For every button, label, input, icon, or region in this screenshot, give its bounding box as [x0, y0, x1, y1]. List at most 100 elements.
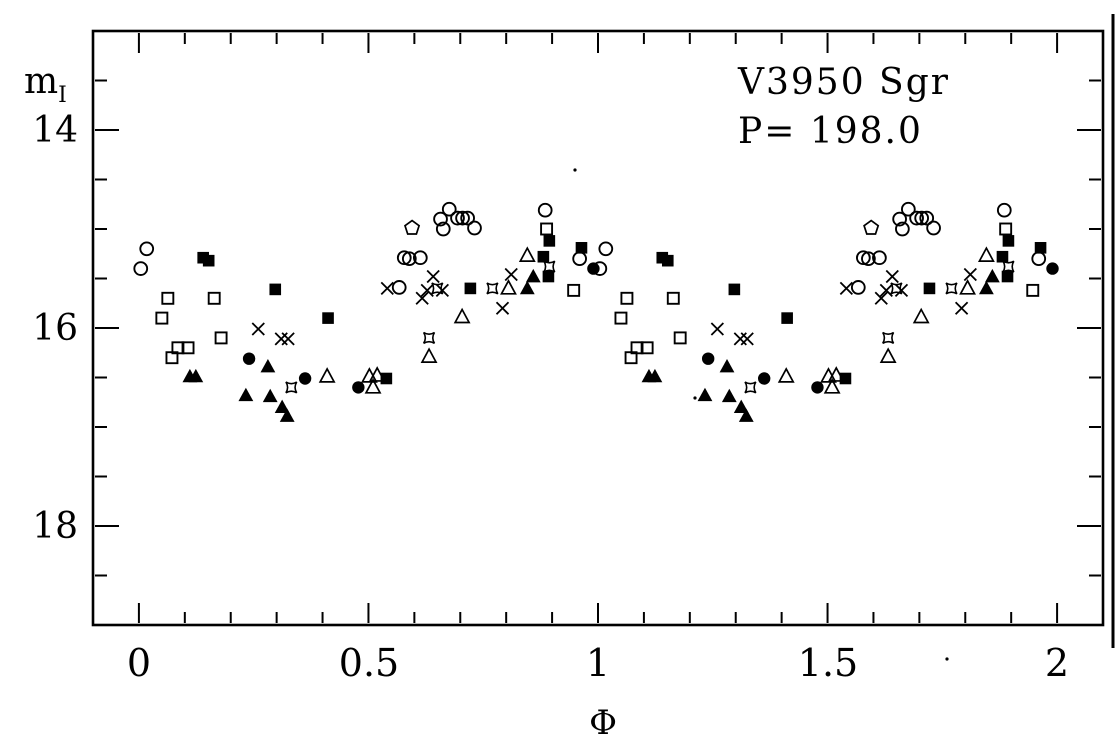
marker-open-triangle — [823, 378, 841, 394]
scan-specks — [573, 168, 949, 661]
marker-cross — [710, 322, 725, 336]
marker-filled-triangle — [519, 280, 535, 295]
marker-open-star — [890, 282, 903, 295]
marker-filled-square — [1034, 242, 1047, 254]
marker-cross — [281, 332, 295, 346]
marker-filled-triangle — [721, 388, 737, 403]
marker-open-circle — [996, 202, 1012, 218]
marker-filled-circle — [352, 381, 365, 394]
x-tick-label-1: 1 — [586, 641, 610, 685]
marker-open-star — [1002, 260, 1015, 273]
marker-open-triangle — [453, 307, 471, 324]
marker-open-circle — [435, 221, 451, 237]
marker-cross — [435, 283, 450, 298]
marker-filled-triangle — [733, 399, 749, 413]
marker-cross — [426, 269, 440, 284]
x-tick-label-0_5: 0.5 — [339, 641, 399, 685]
marker-open-square — [620, 291, 634, 305]
marker-open-square — [640, 341, 654, 355]
marker-open-circle — [926, 220, 941, 236]
marker-filled-circle — [701, 352, 715, 365]
marker-open-star — [285, 381, 298, 394]
marker-open-circle — [441, 201, 457, 217]
marker-filled-triangle — [647, 368, 663, 383]
marker-filled-square — [543, 235, 556, 247]
marker-open-circle — [412, 250, 428, 266]
marker-open-triangle — [820, 367, 837, 383]
marker-open-square — [1026, 283, 1040, 297]
marker-filled-square — [537, 250, 550, 263]
marker-open-circle — [892, 211, 907, 227]
marker-open-square — [666, 291, 680, 305]
marker-open-circle — [455, 210, 470, 226]
marker-filled-circle — [298, 372, 312, 385]
marker-open-circle — [861, 251, 876, 267]
marker-pentagon — [863, 219, 880, 235]
star-name-annotation: V3950 Sgr — [737, 62, 950, 103]
marker-cross — [274, 332, 288, 346]
marker-open-star — [882, 331, 895, 344]
marker-filled-triangle — [238, 387, 254, 402]
marker-filled-square — [202, 254, 215, 267]
marker-open-circle — [133, 261, 149, 276]
marker-cross — [495, 301, 510, 315]
marker-cross — [954, 301, 969, 315]
marker-open-circle — [895, 221, 910, 237]
marker-open-square — [540, 222, 554, 236]
marker-open-square — [673, 331, 687, 345]
marker-cross — [420, 283, 434, 298]
marker-open-star — [543, 260, 556, 273]
marker-open-circle — [872, 250, 887, 266]
marker-open-triangle — [360, 367, 378, 383]
marker-open-triangle — [827, 366, 845, 382]
marker-open-triangle — [977, 246, 995, 262]
x-tick-label-1_5: 1.5 — [798, 641, 858, 685]
marker-open-triangle — [912, 307, 930, 324]
marker-open-circle — [850, 280, 866, 295]
marker-open-circle — [460, 210, 475, 226]
marker-open-star — [744, 381, 757, 394]
marker-filled-square — [839, 372, 852, 385]
marker-cross — [885, 269, 899, 284]
marker-filled-triangle — [738, 408, 754, 422]
data-markers — [133, 201, 1059, 422]
scan-speck — [693, 396, 697, 400]
marker-open-triangle — [879, 347, 897, 363]
marker-open-triangle — [959, 279, 976, 295]
marker-filled-square — [575, 242, 588, 254]
marker-open-circle — [572, 251, 587, 267]
marker-filled-square — [322, 312, 334, 324]
marker-cross — [879, 283, 893, 298]
marker-open-star — [431, 282, 444, 295]
marker-cross — [504, 267, 518, 282]
marker-open-square — [207, 291, 221, 305]
marker-open-triangle — [518, 246, 536, 262]
marker-open-square — [567, 283, 581, 297]
marker-filled-square — [1002, 235, 1015, 247]
marker-filled-circle — [587, 262, 600, 275]
marker-filled-triangle — [978, 280, 994, 295]
plot-frame — [91, 29, 1105, 627]
marker-filled-square — [996, 250, 1009, 263]
marker-open-circle — [433, 211, 448, 227]
marker-open-circle — [856, 250, 871, 266]
marker-open-triangle — [318, 367, 336, 383]
marker-filled-square — [923, 282, 936, 295]
marker-cross — [894, 283, 909, 298]
marker-open-triangle — [364, 378, 382, 394]
marker-filled-circle — [757, 372, 771, 385]
scan-speck — [573, 168, 577, 172]
marker-cross — [380, 281, 394, 296]
marker-cross — [733, 332, 747, 346]
marker-open-star — [486, 282, 499, 295]
marker-filled-circle — [1046, 262, 1059, 275]
marker-filled-triangle — [188, 368, 204, 383]
marker-open-circle — [139, 241, 155, 257]
axis-ticks — [95, 33, 1101, 623]
marker-filled-square — [464, 282, 477, 295]
marker-cross — [839, 281, 854, 296]
marker-cross — [740, 332, 754, 346]
y-tick-label-14: 14 — [32, 110, 78, 151]
marker-filled-triangle — [719, 359, 735, 373]
